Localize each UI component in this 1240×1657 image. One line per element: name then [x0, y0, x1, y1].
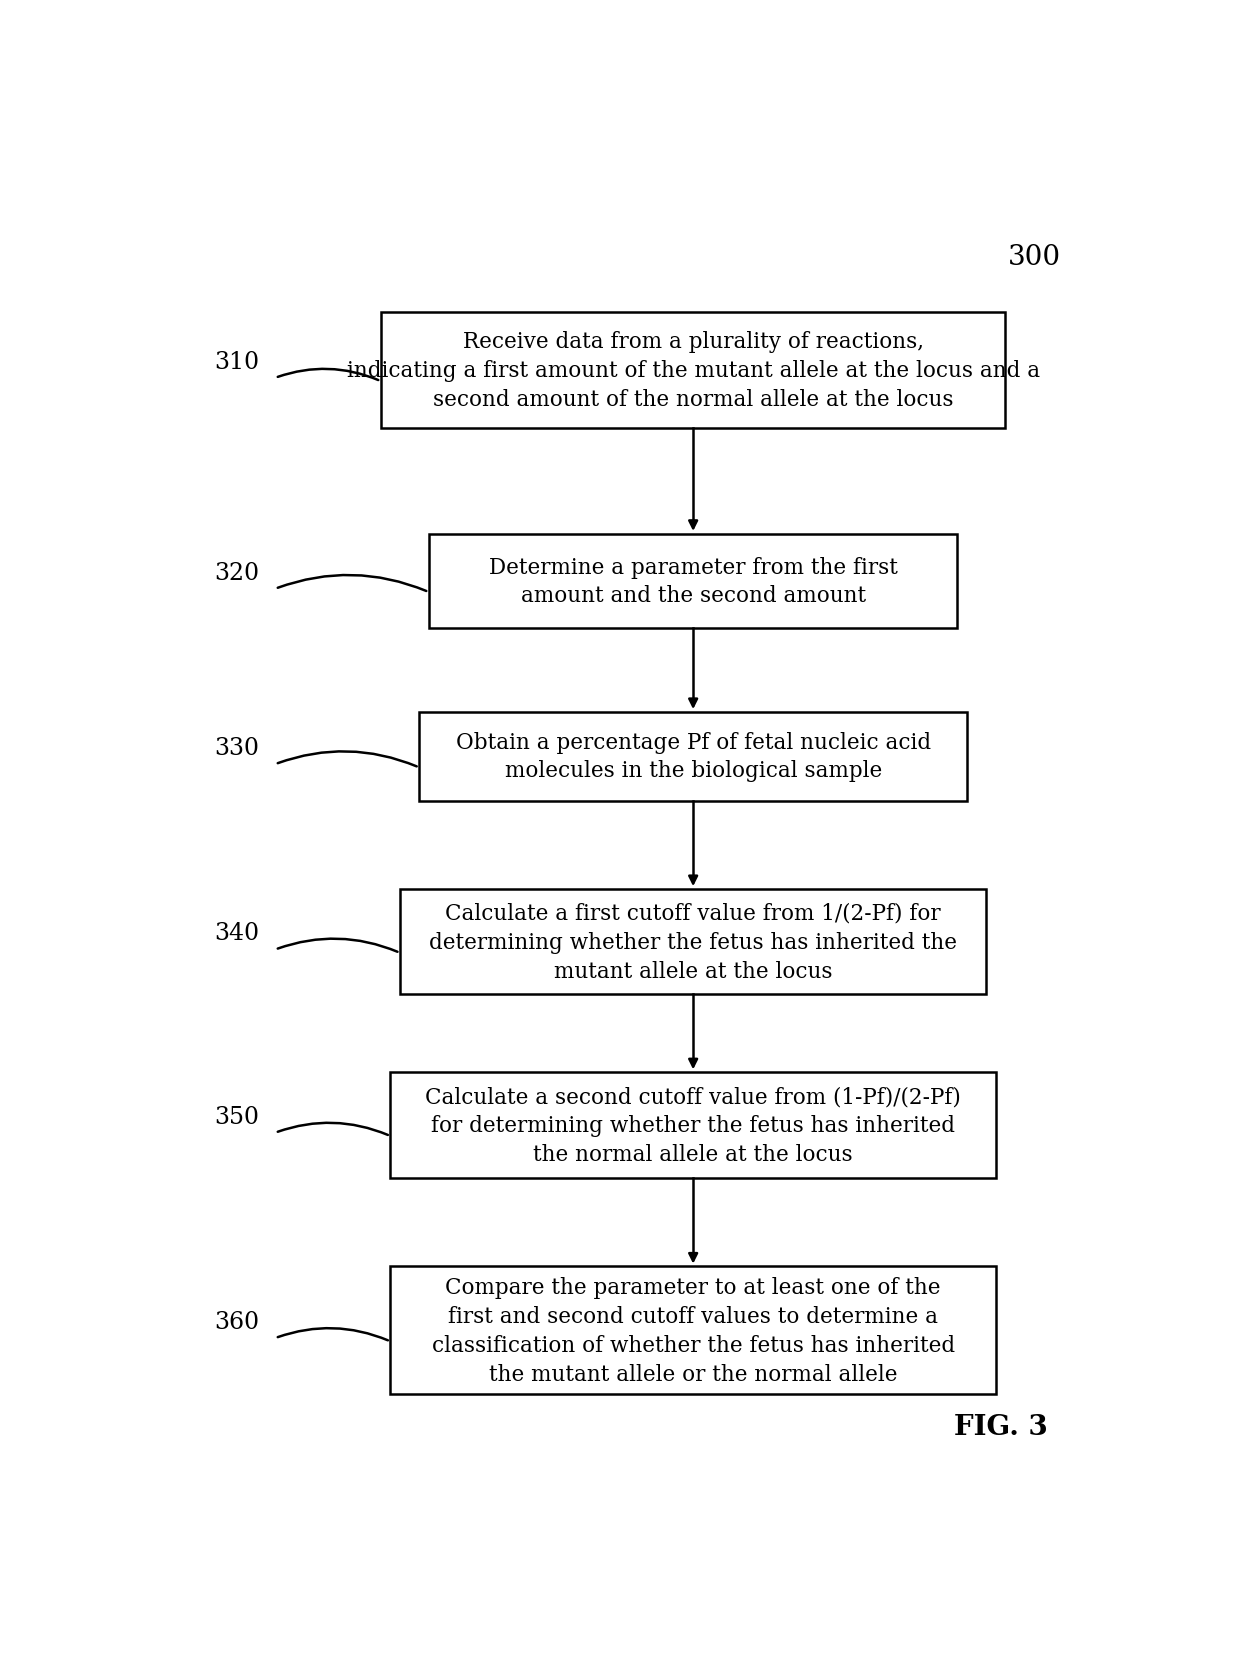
Text: 340: 340 — [215, 921, 259, 944]
Text: Calculate a second cutoff value from (1-Pf)/(2-Pf)
for determining whether the f: Calculate a second cutoff value from (1-… — [425, 1085, 961, 1165]
Text: 300: 300 — [1008, 244, 1061, 270]
Text: Obtain a percentage Pf of fetal nucleic acid: Obtain a percentage Pf of fetal nucleic … — [455, 732, 931, 754]
Bar — [401, 890, 986, 994]
Bar — [391, 1072, 996, 1178]
Bar — [381, 313, 1006, 429]
Text: 350: 350 — [215, 1105, 259, 1128]
Text: 360: 360 — [215, 1311, 259, 1334]
Bar — [429, 535, 957, 628]
Text: Receive data from a plurality of reactions,
indicating a first amount of the mut: Receive data from a plurality of reactio… — [347, 331, 1039, 411]
Text: Determine a parameter from the first
amount and the second amount: Determine a parameter from the first amo… — [489, 557, 898, 606]
Text: 330: 330 — [215, 736, 259, 759]
Bar — [391, 1266, 996, 1394]
Text: 320: 320 — [215, 562, 259, 585]
Text: 310: 310 — [215, 350, 259, 373]
Text: Compare the parameter to at least one of the
first and second cutoff values to d: Compare the parameter to at least one of… — [432, 1276, 955, 1385]
Bar — [419, 713, 967, 802]
Text: FIG. 3: FIG. 3 — [954, 1413, 1048, 1440]
Text: molecules in the biological sample: molecules in the biological sample — [505, 761, 882, 782]
Text: Calculate a first cutoff value from 1/(2-Pf) for
determining whether the fetus h: Calculate a first cutoff value from 1/(2… — [429, 903, 957, 983]
